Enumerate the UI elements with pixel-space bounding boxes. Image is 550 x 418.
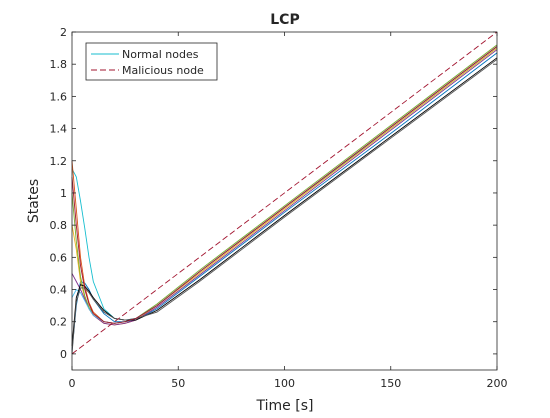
chart-title: LCP bbox=[270, 12, 299, 28]
normal-node-line-10 bbox=[71, 46, 498, 324]
x-tick-label: 100 bbox=[274, 377, 295, 390]
y-axis-label: States bbox=[26, 179, 42, 223]
y-tick-label: 1.2 bbox=[50, 155, 68, 168]
y-tick-label: 0.6 bbox=[50, 251, 68, 264]
y-tick-label: 0.8 bbox=[50, 219, 68, 232]
y-tick-label: 1 bbox=[60, 187, 67, 200]
ticks-layer: 0 50 100 150 200 0 0.2 0.4 0.6 0.8 1 1.2 1.4 1.6 1.8 2 bbox=[50, 26, 508, 390]
x-tick-label: 200 bbox=[487, 377, 508, 390]
y-tick-label: 0 bbox=[60, 348, 67, 361]
normal-node-line-2 bbox=[71, 52, 498, 351]
plot-area bbox=[72, 32, 497, 370]
legend: Normal nodes Malicious node bbox=[85, 42, 218, 81]
legend-label-normal: Normal nodes bbox=[122, 48, 199, 61]
y-tick-label: 1.6 bbox=[50, 90, 68, 103]
y-tick-label: 0.2 bbox=[50, 316, 68, 329]
y-tick-label: 1.4 bbox=[50, 123, 68, 136]
legend-box bbox=[85, 42, 218, 81]
normal-node-line-9 bbox=[71, 59, 498, 354]
normal-node-line-5 bbox=[71, 49, 498, 326]
legend-label-malicious: Malicious node bbox=[122, 64, 204, 77]
y-tick-label: 0.4 bbox=[50, 284, 68, 297]
series-layer bbox=[71, 31, 498, 355]
x-tick-label: 50 bbox=[171, 377, 185, 390]
malicious-node-line bbox=[71, 31, 498, 355]
x-tick-label: 0 bbox=[69, 377, 76, 390]
y-tick-label: 2 bbox=[60, 26, 67, 39]
y-tick-label: 1.8 bbox=[50, 58, 68, 71]
x-axis-label: Time [s] bbox=[256, 398, 314, 414]
x-tick-label: 150 bbox=[380, 377, 401, 390]
